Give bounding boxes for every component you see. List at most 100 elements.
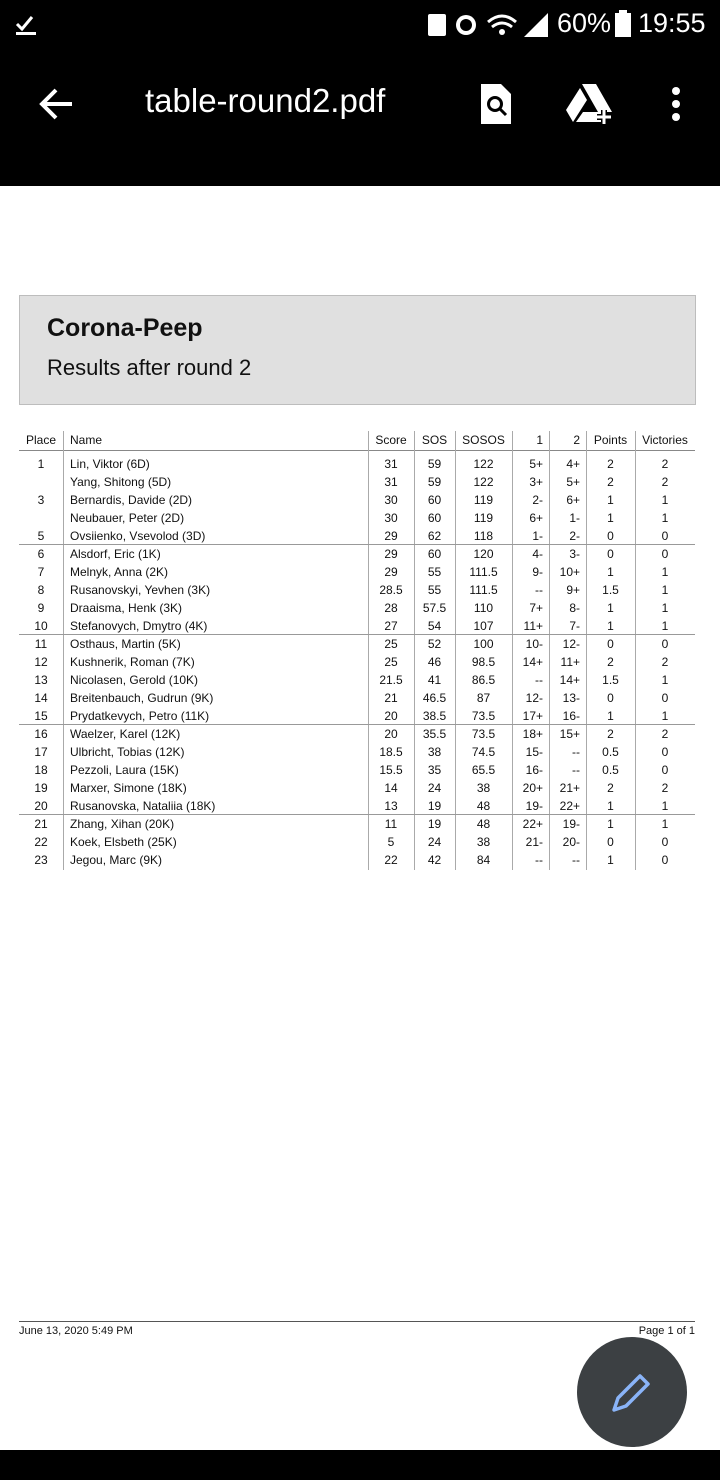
table-cell: 111.5 [469,583,498,597]
table-cell: 6+ [529,511,543,525]
table-cell: 0 [607,835,614,849]
table-cell: 1.5 [602,583,619,597]
table-cell: 22+ [559,799,580,813]
table-cell: 15+ [559,727,580,741]
column-rule [549,431,550,870]
table-cell: 119 [473,493,494,507]
table-cell: 84 [476,853,491,867]
player-name: Kushnerik, Roman (7K) [70,655,195,669]
table-cell: 48 [476,799,491,813]
table-cell: 21+ [559,781,580,795]
table-cell: 15- [525,745,543,759]
table-cell: 11 [34,637,48,651]
table-cell: 0 [661,691,669,705]
doc-subtitle: Results after round 2 [47,355,252,380]
table-cell: 20- [562,835,580,849]
table-cell: 57.5 [422,601,447,615]
table-cell: 1 [661,673,669,687]
table-cell: 10 [34,619,48,633]
table-cell: 12 [34,655,48,669]
table-cell: 25 [384,655,398,669]
table-cell: 13 [384,799,398,813]
footer-date: June 13, 2020 5:49 PM [19,1325,133,1337]
player-name: Jegou, Marc (9K) [70,853,163,867]
column-header: SOS [421,433,448,447]
table-cell: 111.5 [469,565,498,579]
table-cell: 5+ [566,475,580,489]
table-cell: 0 [607,529,614,543]
column-header: Place [25,433,57,447]
table-cell: 38 [427,745,442,759]
table-cell: 59 [427,457,442,471]
table-cell: 20 [384,709,398,723]
table-cell: 42 [427,853,442,867]
menu-button[interactable] [668,86,684,122]
column-rule [455,431,456,870]
column-rule [368,431,369,870]
player-name: Rusanovskyi, Yevhen (3K) [70,583,211,597]
table-cell: 23 [34,853,48,867]
column-header: SOSOS [462,433,505,447]
table-cell: 19- [525,799,543,813]
table-cell: 1 [661,817,669,831]
table-cell: 18+ [522,727,543,741]
table-cell: 52 [427,637,442,651]
player-name: Lin, Viktor (6D) [70,457,150,471]
table-cell: 0 [661,529,669,543]
table-cell: 31 [384,457,398,471]
table-cell: 30 [384,511,398,525]
table-cell: 3- [569,547,580,561]
table-cell: 6+ [566,493,580,507]
table-cell: 12- [525,691,543,705]
table-cell: 0 [661,763,669,777]
app-bar: 60% 19:55 table-round2.pdf [0,0,720,186]
table-cell: 22 [34,835,48,849]
table-cell: 19- [562,817,580,831]
table-cell: 25 [384,637,398,651]
drive-button[interactable] [566,82,616,126]
table-cell: 0 [661,835,669,849]
table-cell: 21- [525,835,543,849]
table-cell: 24 [427,781,442,795]
table-cell: 16- [525,763,543,777]
table-cell: 5 [387,835,395,849]
battery-text: 60% [557,8,612,38]
table-cell: 1 [661,511,669,525]
table-cell: 1 [661,619,669,633]
footer-rule [19,1321,695,1322]
table-cell: 0.5 [602,763,619,777]
table-cell: 11+ [560,655,580,669]
search-button[interactable] [478,82,514,126]
player-name: Draaisma, Henk (3K) [70,601,183,615]
table-cell: 29 [384,529,398,543]
back-button[interactable] [36,84,76,124]
table-cell: 6 [37,547,45,561]
table-cell: 8- [569,601,580,615]
table-cell: 7- [569,619,580,633]
table-cell: 5+ [529,457,543,471]
table-cell: 30 [384,493,398,507]
player-name: Prydatkevych, Petro (11K) [70,709,210,723]
table-cell: 29 [384,547,398,561]
table-cell: 9- [532,565,543,579]
table-cell: 2 [661,781,669,795]
edit-fab[interactable] [576,1336,688,1448]
player-name: Ulbricht, Tobias (12K) [70,745,185,759]
notification-icon [15,16,36,35]
table-cell: 14 [34,691,48,705]
table-cell: 38.5 [422,709,447,723]
table-cell: 1 [607,493,614,507]
table-cell: 7+ [529,601,543,615]
player-name: Ovsiienko, Vsevolod (3D) [70,529,206,543]
table-cell: 54 [427,619,442,633]
table-cell: -- [535,673,543,687]
table-cell: 1 [661,601,669,615]
group-rule [19,814,695,815]
table-cell: 1 [607,799,614,813]
table-cell: 11+ [523,619,543,633]
table-cell: 0 [661,853,669,867]
table-cell: 15 [34,709,48,723]
column-header: Points [593,433,628,447]
table-cell: 10+ [559,565,580,579]
table-cell: 1 [661,799,669,813]
